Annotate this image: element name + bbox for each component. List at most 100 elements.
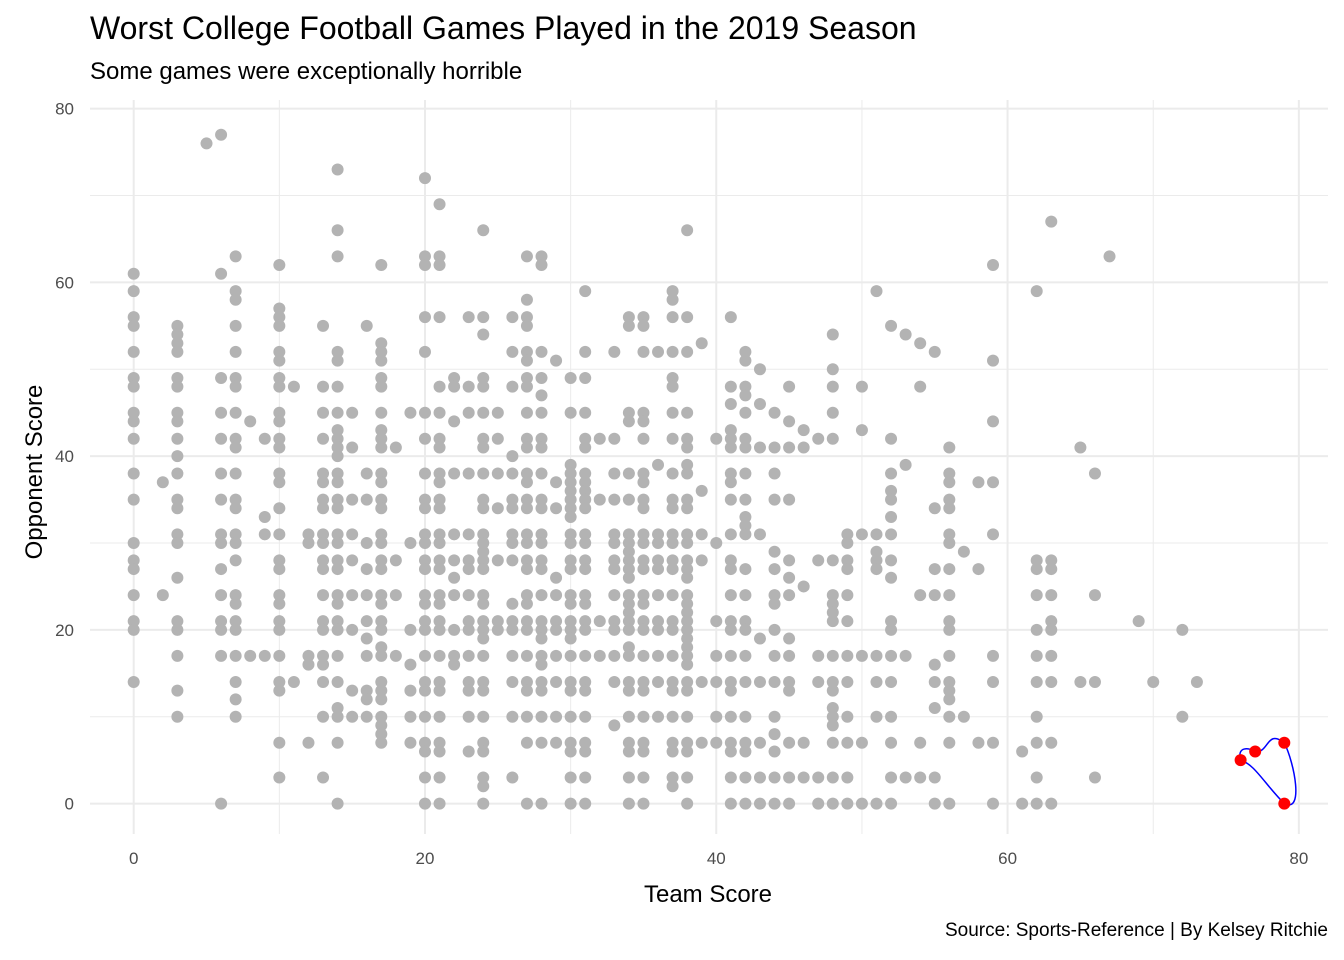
data-point bbox=[681, 606, 694, 619]
data-point bbox=[229, 293, 242, 306]
data-point bbox=[273, 311, 286, 324]
data-point bbox=[273, 563, 286, 576]
data-point bbox=[681, 432, 694, 445]
data-point bbox=[637, 467, 650, 480]
data-point bbox=[535, 615, 548, 628]
data-point bbox=[215, 406, 228, 419]
data-point bbox=[666, 493, 679, 506]
data-point bbox=[317, 675, 330, 688]
data-point bbox=[477, 371, 490, 384]
data-point bbox=[520, 293, 533, 306]
data-point bbox=[229, 537, 242, 550]
data-point bbox=[171, 623, 184, 636]
data-point bbox=[681, 563, 694, 576]
data-point bbox=[681, 311, 694, 324]
data-point bbox=[724, 675, 737, 688]
data-point bbox=[433, 623, 446, 636]
data-point bbox=[622, 606, 635, 619]
data-point bbox=[433, 476, 446, 489]
data-point bbox=[404, 710, 417, 723]
data-point bbox=[885, 510, 898, 523]
data-point bbox=[506, 623, 519, 636]
data-point bbox=[637, 649, 650, 662]
data-point bbox=[273, 736, 286, 749]
data-point bbox=[768, 649, 781, 662]
data-point bbox=[972, 563, 985, 576]
data-point bbox=[768, 563, 781, 576]
data-point bbox=[535, 710, 548, 723]
data-point bbox=[520, 476, 533, 489]
data-point bbox=[812, 554, 825, 567]
data-point bbox=[520, 467, 533, 480]
data-point bbox=[477, 675, 490, 688]
data-point bbox=[695, 554, 708, 567]
data-point bbox=[418, 589, 431, 602]
data-point bbox=[127, 415, 140, 428]
data-point bbox=[637, 311, 650, 324]
data-point bbox=[229, 285, 242, 298]
data-point bbox=[899, 458, 912, 471]
data-point bbox=[273, 597, 286, 610]
data-point bbox=[535, 537, 548, 550]
data-point bbox=[127, 380, 140, 393]
data-point bbox=[462, 649, 475, 662]
data-point bbox=[550, 675, 563, 688]
data-point bbox=[360, 467, 373, 480]
data-point bbox=[826, 684, 839, 697]
data-point bbox=[448, 589, 461, 602]
data-point bbox=[885, 484, 898, 497]
data-point bbox=[520, 684, 533, 697]
data-point bbox=[564, 675, 577, 688]
data-point bbox=[302, 528, 315, 541]
data-point bbox=[433, 597, 446, 610]
data-point bbox=[841, 797, 854, 810]
data-point bbox=[885, 467, 898, 480]
data-point bbox=[608, 719, 621, 732]
data-point bbox=[433, 554, 446, 567]
data-point bbox=[724, 432, 737, 445]
data-point bbox=[375, 649, 388, 662]
data-point bbox=[957, 545, 970, 558]
data-point bbox=[375, 380, 388, 393]
data-point bbox=[346, 623, 359, 636]
data-point bbox=[171, 493, 184, 506]
data-point bbox=[710, 432, 723, 445]
data-point bbox=[418, 250, 431, 263]
data-point bbox=[579, 675, 592, 688]
data-point bbox=[666, 293, 679, 306]
data-point bbox=[579, 476, 592, 489]
data-point bbox=[753, 363, 766, 376]
data-point bbox=[477, 684, 490, 697]
data-point bbox=[287, 675, 300, 688]
data-point bbox=[783, 649, 796, 662]
data-point bbox=[535, 649, 548, 662]
data-point bbox=[579, 623, 592, 636]
data-point bbox=[418, 493, 431, 506]
data-point bbox=[520, 597, 533, 610]
data-point bbox=[477, 710, 490, 723]
data-point bbox=[273, 345, 286, 358]
data-point bbox=[579, 441, 592, 454]
data-point bbox=[1074, 675, 1087, 688]
data-point bbox=[127, 406, 140, 419]
data-point bbox=[215, 493, 228, 506]
data-point bbox=[317, 710, 330, 723]
data-point bbox=[375, 719, 388, 732]
data-point bbox=[987, 259, 1000, 272]
data-point bbox=[273, 441, 286, 454]
data-point bbox=[855, 736, 868, 749]
data-point bbox=[579, 484, 592, 497]
data-point bbox=[302, 649, 315, 662]
data-point bbox=[681, 406, 694, 419]
data-point bbox=[652, 623, 665, 636]
y-tick-label: 20 bbox=[55, 621, 74, 640]
data-point bbox=[229, 528, 242, 541]
data-point bbox=[317, 493, 330, 506]
data-point bbox=[215, 267, 228, 280]
data-point bbox=[331, 589, 344, 602]
data-point bbox=[273, 259, 286, 272]
data-point bbox=[477, 432, 490, 445]
data-point bbox=[622, 771, 635, 784]
data-point bbox=[448, 571, 461, 584]
data-point bbox=[506, 615, 519, 628]
